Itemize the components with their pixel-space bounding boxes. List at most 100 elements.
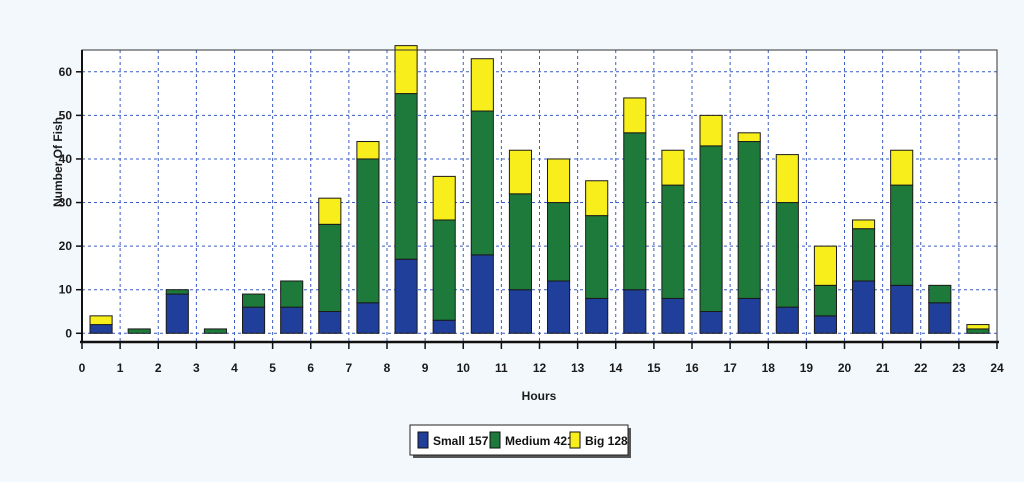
bar-medium-hour-14: [623, 132, 647, 291]
legend-swatch-big: [569, 431, 581, 449]
bar-small-hour-18: [775, 306, 799, 334]
bar-small-hour-11: [508, 289, 532, 334]
x-tick-label: 15: [647, 361, 661, 375]
bar-medium-hour-7: [356, 158, 380, 304]
bar-medium-hour-2: [165, 289, 189, 295]
bar-medium-hour-9: [432, 219, 456, 321]
x-tick-label: 4: [231, 361, 238, 375]
bar-medium-hour-21: [890, 184, 914, 286]
bar-medium-hour-23: [966, 328, 990, 334]
bar-medium-hour-6: [318, 223, 342, 312]
y-tick-label: 40: [59, 152, 73, 166]
bars: [89, 45, 990, 334]
x-tick-label: 10: [457, 361, 471, 375]
x-tick-label: 20: [838, 361, 852, 375]
bar-small-hour-20: [852, 280, 876, 334]
bar-big-hour-13: [585, 180, 609, 217]
x-tick-label: 22: [914, 361, 928, 375]
bar-big-hour-0: [89, 315, 113, 326]
bar-big-hour-12: [547, 158, 571, 204]
x-tick-label: 13: [571, 361, 585, 375]
x-tick-label: 17: [723, 361, 737, 375]
x-tick-label: 18: [762, 361, 776, 375]
bar-medium-hour-3: [203, 328, 227, 334]
bar-small-hour-0: [89, 324, 113, 334]
bar-medium-hour-17: [737, 141, 761, 299]
x-tick-label: 0: [79, 361, 86, 375]
bar-medium-hour-22: [928, 284, 952, 304]
bar-medium-hour-20: [852, 228, 876, 282]
bar-medium-hour-12: [547, 202, 571, 282]
x-tick-label: 21: [876, 361, 890, 375]
x-tick-label: 16: [685, 361, 699, 375]
y-tick-label: 20: [59, 239, 73, 253]
grid: [82, 50, 997, 342]
bar-small-hour-12: [547, 280, 571, 334]
bar-small-hour-21: [890, 284, 914, 334]
y-tick-label: 50: [59, 108, 73, 122]
bar-medium-hour-11: [508, 193, 532, 291]
y-tick-label: 30: [59, 196, 73, 210]
legend-label-small: Small 157: [433, 434, 489, 448]
legend-box: [409, 424, 629, 456]
x-tick-labels: 0 1 2 3 4 5 6 7 8 9 10 11 12 13 14 15 16 17 18 19 20 21 22 23 24: [79, 342, 1004, 375]
bar-small-hour-15: [661, 297, 685, 334]
bar-big-hour-8: [394, 45, 418, 95]
bar-medium-hour-5: [280, 280, 304, 308]
bar-medium-hour-19: [813, 284, 837, 317]
bar-small-hour-8: [394, 258, 418, 334]
legend-label-medium: Medium 421: [505, 434, 574, 448]
bar-small-hour-5: [280, 306, 304, 334]
bar-medium-hour-13: [585, 215, 609, 299]
bar-big-hour-10: [470, 58, 494, 112]
x-tick-label: 14: [609, 361, 623, 375]
bar-big-hour-11: [508, 149, 532, 195]
y-tick-labels: 0 10 20 30 40 50 60: [59, 65, 82, 340]
x-tick-label: 3: [193, 361, 200, 375]
bar-big-hour-21: [890, 149, 914, 186]
bar-big-hour-14: [623, 97, 647, 134]
legend-label-big: Big 128: [585, 434, 628, 448]
y-tick-label: 60: [59, 65, 73, 79]
bar-big-hour-18: [775, 154, 799, 204]
legend: Small 157 Medium 421 Big 128: [409, 424, 631, 458]
y-axis-title: Number Of Fish: [51, 117, 65, 207]
bar-small-hour-10: [470, 254, 494, 334]
bar-big-hour-15: [661, 149, 685, 186]
bar-medium-hour-15: [661, 184, 685, 299]
bar-big-hour-9: [432, 175, 456, 221]
bar-small-hour-22: [928, 302, 952, 334]
bar-small-hour-14: [623, 289, 647, 334]
x-tick-label: 1: [117, 361, 124, 375]
bar-medium-hour-4: [242, 293, 266, 308]
bar-small-hour-9: [432, 319, 456, 334]
x-tick-label: 7: [346, 361, 353, 375]
x-tick-label: 5: [269, 361, 276, 375]
x-tick-label: 24: [990, 361, 1004, 375]
x-tick-label: 12: [533, 361, 547, 375]
x-tick-label: 11: [495, 361, 508, 375]
bar-medium-hour-10: [470, 110, 494, 256]
y-tick-label: 10: [59, 283, 73, 297]
x-tick-label: 19: [800, 361, 814, 375]
legend-swatch-medium: [489, 431, 501, 449]
bar-medium-hour-1: [127, 328, 151, 334]
bar-big-hour-6: [318, 197, 342, 225]
bar-small-hour-6: [318, 310, 342, 334]
x-tick-label: 8: [384, 361, 391, 375]
x-tick-label: 6: [307, 361, 314, 375]
bar-big-hour-19: [813, 245, 837, 286]
bar-small-hour-17: [737, 297, 761, 334]
bar-big-hour-7: [356, 141, 380, 160]
x-tick-label: 9: [422, 361, 429, 375]
bar-small-hour-16: [699, 310, 723, 334]
y-tick-label: 0: [65, 326, 72, 340]
bar-big-hour-17: [737, 132, 761, 143]
bar-big-hour-20: [852, 219, 876, 230]
x-tick-label: 2: [155, 361, 162, 375]
bar-small-hour-4: [242, 306, 266, 334]
bar-small-hour-13: [585, 297, 609, 334]
bar-big-hour-23: [966, 324, 990, 330]
